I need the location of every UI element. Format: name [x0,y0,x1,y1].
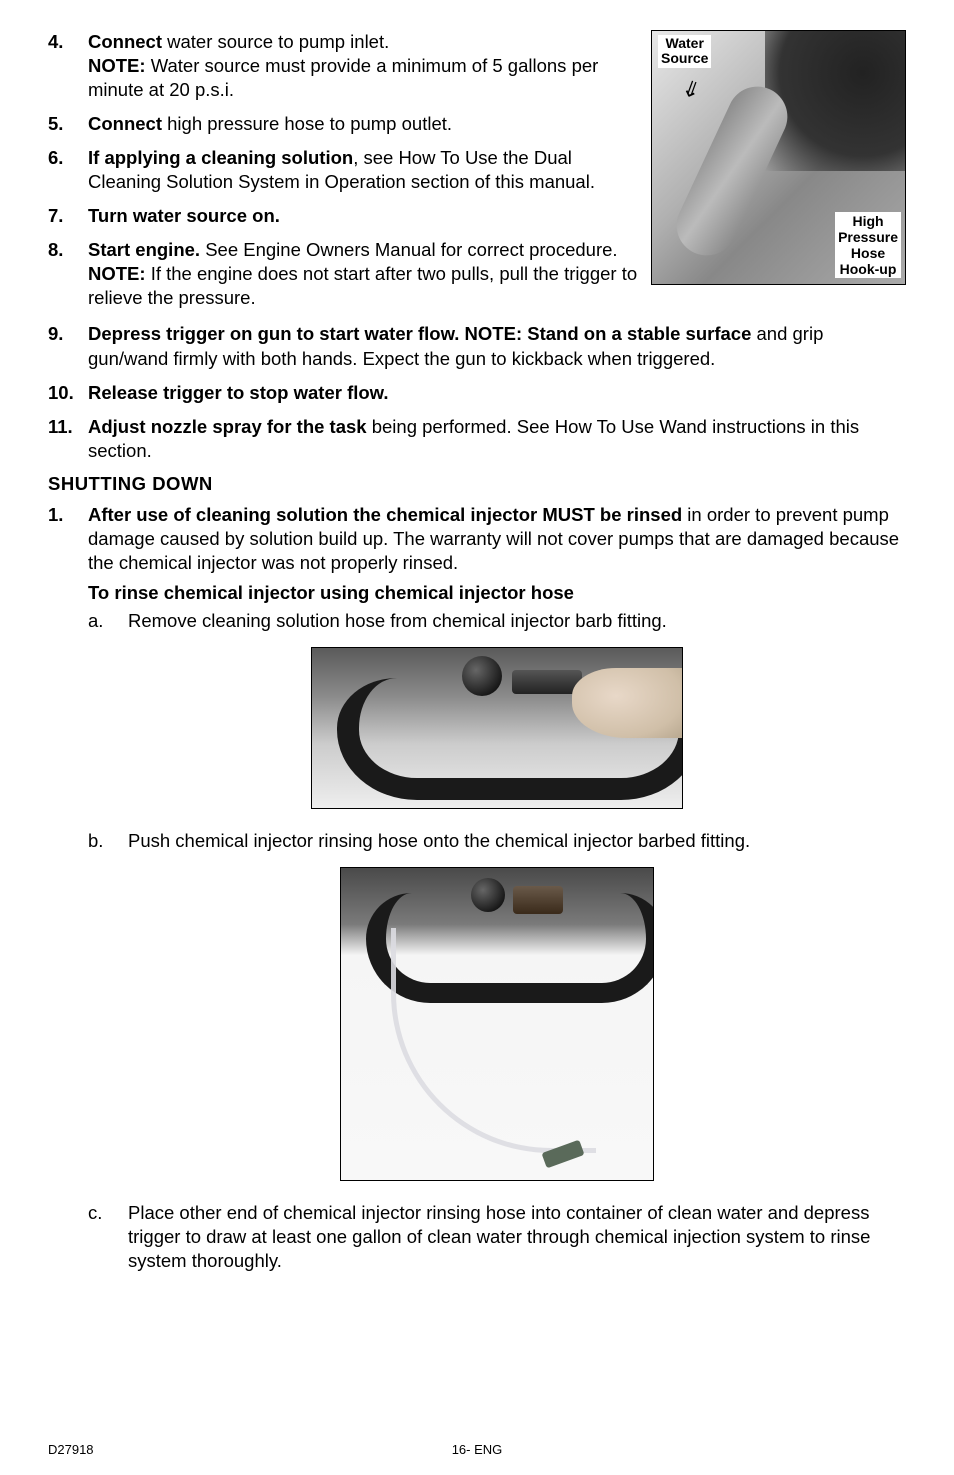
lead-word: After use of cleaning solution the chemi… [88,504,682,525]
rinse-substeps-cont: b. Push chemical injector rinsing hose o… [88,829,906,853]
substep-letter: a. [88,609,128,633]
figure-push-hose [88,867,906,1187]
photo-bg-dark [765,31,905,171]
step-8: 8. Start engine. See Engine Owners Manua… [48,238,639,310]
photo-hose-shape [667,77,797,265]
knob-shape [462,656,502,696]
note-text: Water source must provide a minimum of 5… [88,55,598,100]
lead-word: If applying a cleaning solution [88,147,353,168]
figure-remove-hose [88,647,906,815]
page-number: 16- ENG [48,1442,906,1457]
step-content: Connect water source to pump inlet. NOTE… [88,30,639,102]
substep-letter: c. [88,1201,128,1273]
nozzle-shape [512,670,582,694]
lead-word: Depress trigger on gun to start water fl… [88,323,751,344]
substep-text: Remove cleaning solution hose from chemi… [128,609,667,633]
label-text: Water [666,35,704,51]
step-number: 1. [48,503,88,1282]
shutting-down-heading: shutting down [48,473,906,495]
label-text: High [852,213,883,229]
lead-word: Connect [88,113,162,134]
step-content: Turn water source on. [88,204,639,228]
step-content: After use of cleaning solution the chemi… [88,503,906,1282]
step-content: Depress trigger on gun to start water fl… [88,322,906,370]
note-lead: NOTE: [88,263,146,284]
step-7: 7. Turn water source on. [48,204,639,228]
step-10: 10. Release trigger to stop water flow. [48,381,906,405]
step-number: 5. [48,112,88,136]
step-content: If applying a cleaning solution, see How… [88,146,639,194]
step-11: 11. Adjust nozzle spray for the task bei… [48,415,906,463]
hand-shape [572,668,682,738]
step-content: Adjust nozzle spray for the task being p… [88,415,906,463]
remove-hose-photo [311,647,683,809]
arrow-icon: ⇓ [678,75,704,106]
step-number: 4. [48,30,88,102]
substep-a: a. Remove cleaning solution hose from ch… [88,609,906,633]
page-footer: D27918 16- ENG [48,1442,906,1457]
substep-text: Push chemical injector rinsing hose onto… [128,829,750,853]
mid-text: See Engine Owners Manual for correct pro… [200,239,618,260]
label-text: Hook-up [840,261,897,277]
rinse-subheading: To rinse chemical injector using chemica… [88,581,906,605]
knob-shape [471,878,505,912]
rinse-substeps: a. Remove cleaning solution hose from ch… [88,609,906,633]
step-9: 9. Depress trigger on gun to start water… [48,322,906,370]
substep-letter: b. [88,829,128,853]
lead-word: Start engine. [88,239,200,260]
label-text: Pressure [838,229,898,245]
high-pressure-label: High Pressure Hose Hook-up [835,212,901,278]
lead-word: Release trigger to stop water flow. [88,382,389,403]
step-number: 8. [48,238,88,310]
note-lead: NOTE: [88,55,146,76]
rinse-substeps-cont2: c. Place other end of chemical injector … [88,1201,906,1273]
shutdown-steps: 1. After use of cleaning solution the ch… [48,503,906,1282]
step-content: Start engine. See Engine Owners Manual f… [88,238,639,310]
push-hose-photo [340,867,654,1181]
step-number: 6. [48,146,88,194]
rest-text: If the engine does not start after two p… [88,263,637,308]
substep-c: c. Place other end of chemical injector … [88,1201,906,1273]
substep-text: Place other end of chemical injector rin… [128,1201,906,1273]
rest-text: high pressure hose to pump outlet. [162,113,452,134]
lead-word: Connect [88,31,162,52]
step-content: Connect high pressure hose to pump outle… [88,112,639,136]
step-5: 5. Connect high pressure hose to pump ou… [48,112,639,136]
step-number: 11. [48,415,88,463]
lead-word: Adjust nozzle spray for the task [88,416,367,437]
step-number: 10. [48,381,88,405]
water-source-label: Water Source [658,35,711,68]
hose-hookup-photo: Water Source ⇓ High Pressure Hose Hook-u… [651,30,906,285]
label-text: Source [661,50,708,66]
step-content: Release trigger to stop water flow. [88,381,906,405]
rest-text: water source to pump inlet. [162,31,389,52]
page: Water Source ⇓ High Pressure Hose Hook-u… [0,0,954,1475]
nozzle-shape [513,886,563,914]
lead-word: Turn water source on. [88,205,280,226]
label-text: Hose [851,245,885,261]
shutdown-step-1: 1. After use of cleaning solution the ch… [48,503,906,1282]
step-number: 7. [48,204,88,228]
step-6: 6. If applying a cleaning solution, see … [48,146,639,194]
step-number: 9. [48,322,88,370]
substep-b: b. Push chemical injector rinsing hose o… [88,829,906,853]
step-4: 4. Connect water source to pump inlet. N… [48,30,639,102]
